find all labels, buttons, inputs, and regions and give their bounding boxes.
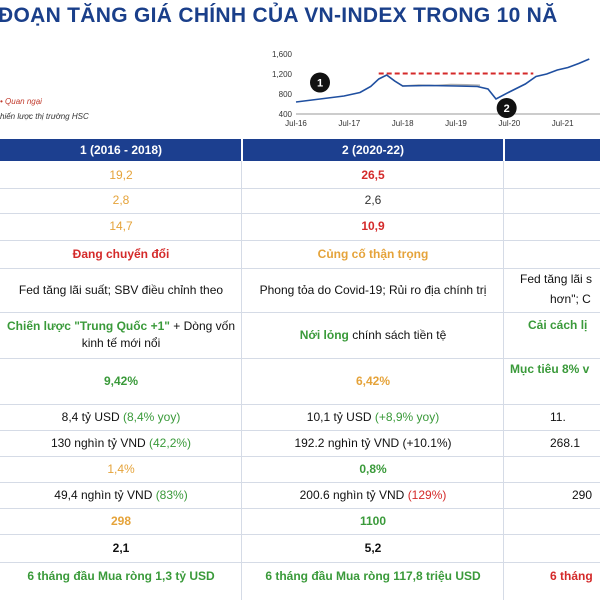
legend-note: • Quan ngại [0, 97, 42, 106]
x-tick-label: Jul-17 [338, 119, 360, 128]
cell-r7-c1-growth: (8,4% yoy) [123, 409, 181, 424]
cell-r8-c1-value: 130 nghìn tỷ VND [50, 435, 150, 450]
row-divider [0, 268, 600, 269]
cell-r5-c1-highlight: Chiến lược "Trung Quốc +1" [6, 319, 170, 333]
cell-r8-c3: 268.1 [550, 435, 581, 450]
row-divider [0, 404, 600, 405]
row-divider [0, 430, 600, 431]
row-divider [0, 358, 600, 359]
column-divider [241, 161, 242, 600]
cell-r4-c3: Fed tăng lãi s [520, 271, 593, 286]
cell-r2-c2: 10,9 [361, 219, 385, 233]
cell-r5-c2-highlight: Nới lỏng [299, 327, 349, 342]
x-tick-label: Jul-19 [445, 119, 467, 128]
cell-r11-c1: 298 [110, 513, 132, 528]
row-divider [0, 562, 600, 563]
cell-r7-c2-growth: (+8,9% yoy) [374, 409, 440, 424]
vnindex-chart-svg: 400 800 1,200 1,600 Jul-16 Jul-17 Jul-18 Jul-19… [272, 50, 600, 128]
cell-r0-c2: 26,5 [361, 167, 385, 182]
cell-r7-c1-value: 8,4 tỷ USD [61, 409, 123, 424]
marker-circle [310, 72, 330, 93]
cell-r12-c1: 2,1 [112, 540, 130, 555]
cell-r9-c1: 1,4% [107, 461, 135, 476]
cell-r10-c1: 49,4 nghìn tỷ VND (83%) [0, 483, 242, 507]
cell-r5-c2-text: chính sách tiền tệ [348, 327, 447, 342]
table-header-bar [0, 139, 600, 161]
cell-r7-c2-value: 10,1 tỷ USD [306, 409, 375, 424]
marker-label: 2 [504, 103, 510, 115]
y-tick-label: 800 [279, 90, 293, 99]
cell-r4-c2: Phong tỏa do Covid-19; Rủi ro địa chính … [259, 282, 487, 297]
cell-r7-c3: 11. [550, 409, 566, 424]
cell-r7-c2: 10,1 tỷ USD (+8,9% yoy) [242, 405, 504, 429]
cell-r10-c2-growth: (129%) [407, 487, 447, 502]
header-separator [241, 139, 243, 161]
cell-r9-c2: 0,8% [359, 461, 387, 476]
cell-r12-c2: 5,2 [364, 540, 382, 555]
row-divider [0, 240, 600, 241]
row-divider [0, 508, 600, 509]
cell-r0-c1: 19,2 [109, 167, 133, 182]
cell-r13-c3: 6 tháng [550, 568, 593, 583]
row-divider [0, 188, 600, 189]
cell-r10-c2-value: 200.6 nghìn tỷ VND [299, 487, 408, 502]
cell-r7-c1: 8,4 tỷ USD (8,4% yoy) [0, 405, 242, 429]
cell-r6-c2: 6,42% [355, 373, 391, 388]
page-title: ĐOẠN TĂNG GIÁ CHÍNH CỦA VN-INDEX TRONG 1… [0, 4, 558, 27]
column-header-2: 2 (2020-22) [341, 143, 405, 157]
cell-r1-c1: 2,8 [112, 193, 130, 207]
x-tick-label: Jul-16 [285, 119, 307, 128]
row-divider [0, 534, 600, 535]
row-divider [0, 213, 600, 214]
cell-r5-c1: Chiến lược "Trung Quốc +1" + Dòng vốn ki… [6, 313, 236, 357]
row-divider [0, 312, 600, 313]
cell-r5-c2: Nới lỏng chính sách tiền tệ [242, 313, 504, 357]
cell-r4-c1: Fed tăng lãi suất; SBV điều chỉnh theo [18, 282, 224, 297]
cell-r13-c1: 6 tháng đầu Mua ròng 1,3 tỷ USD [0, 563, 242, 589]
column-header-1: 1 (2016 - 2018) [79, 143, 163, 157]
y-tick-label: 1,600 [272, 50, 293, 59]
cell-r2-c1: 14,7 [109, 219, 133, 233]
header-separator [503, 139, 505, 161]
cell-r5-c1-text: + Dòng vốn kinh tế mới nổi [81, 319, 235, 350]
cell-r8-c2: 192.2 nghìn tỷ VND (+10.1%) [294, 435, 452, 450]
x-tick-label: Jul-21 [552, 119, 574, 128]
cell-r3-c2: Củng cố thận trọng [317, 246, 429, 261]
cell-r8-c1: 130 nghìn tỷ VND (42,2%) [0, 431, 242, 455]
cell-r10-c1-value: 49,4 nghìn tỷ VND [54, 487, 156, 502]
source-note: hiến lược thị trường HSC [0, 112, 89, 121]
cell-r13-c2: 6 tháng đầu Mua ròng 117,8 triệu USD [242, 563, 504, 589]
row-divider [0, 456, 600, 457]
cell-r3-c1: Đang chuyển đổi [72, 246, 170, 261]
marker-circle [496, 98, 517, 118]
column-divider [503, 161, 504, 600]
y-tick-label: 1,200 [272, 70, 293, 79]
cell-r10-c2: 200.6 nghìn tỷ VND (129%) [242, 483, 504, 507]
cell-r10-c1-growth: (83%) [155, 487, 188, 502]
cell-r10-c3: 290 [572, 487, 593, 502]
x-tick-label: Jul-20 [498, 119, 520, 128]
vnindex-chart: 400 800 1,200 1,600 Jul-16 Jul-17 Jul-18 Jul-19… [262, 50, 600, 140]
cell-r4-c3-line2: hơn"; C [550, 291, 591, 306]
cell-r6-c1: 9,42% [103, 373, 139, 388]
cell-r1-c2: 2,6 [364, 193, 382, 207]
cell-r13-c1-label: 6 tháng đầu Mua ròng 1,3 tỷ USD [27, 568, 215, 583]
cell-r13-c2-label: 6 tháng đầu Mua ròng 117,8 triệu USD [265, 568, 481, 583]
marker-label: 1 [317, 78, 323, 90]
y-tick-label: 400 [279, 110, 293, 119]
x-tick-label: Jul-18 [392, 119, 414, 128]
cell-r6-c3: Mục tiêu 8% v [510, 361, 590, 376]
series-line-0 [295, 58, 590, 103]
row-divider [0, 482, 600, 483]
cell-r11-c2: 1100 [359, 513, 387, 528]
cell-r5-c3: Cải cách lị [528, 317, 588, 332]
cell-r8-c1-growth: (42,2%) [149, 435, 192, 450]
